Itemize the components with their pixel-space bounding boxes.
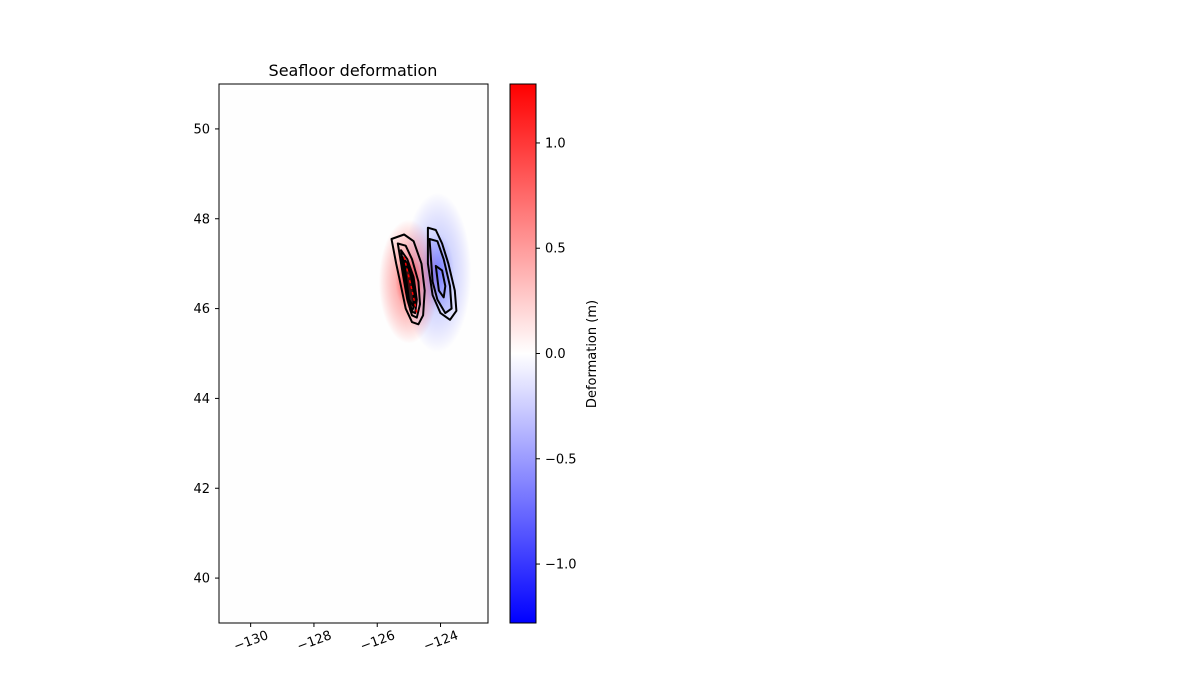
colorbar-label: Deformation (m): [585, 300, 600, 408]
colorbar-tick-label: 0.0: [545, 347, 566, 362]
colorbar-scale: [509, 83, 537, 624]
contour-line-negative: [426, 226, 458, 321]
x-tick-label: −126: [358, 628, 397, 654]
plot-frame: [218, 83, 489, 624]
plot-background: [219, 84, 488, 623]
colorbar: −1.0 −0.5 0.0 0.5 1.0 Deformation (m): [509, 83, 600, 624]
colorbar-tick-label: 1.0: [545, 136, 566, 151]
x-tick-label: −128: [295, 628, 334, 654]
colorbar-tick-label: 0.5: [545, 242, 566, 257]
colorbar-tick-label: −0.5: [545, 452, 577, 467]
colorbar-ticks: −1.0 −0.5 0.0 0.5 1.0: [536, 136, 577, 573]
x-axis: −130 −128 −126 −124: [232, 623, 461, 655]
colorbar-tick-label: −1.0: [545, 558, 577, 573]
y-tick-label: 42: [193, 482, 210, 497]
y-axis: 40 42 44 46 48 50: [193, 122, 219, 587]
contour-line-positive: [390, 233, 426, 326]
y-tick-label: 50: [193, 122, 210, 137]
y-tick-label: 40: [193, 572, 210, 587]
x-tick-label: −124: [422, 628, 461, 654]
contour-line-negative: [434, 264, 447, 299]
x-tick-label: −130: [232, 628, 271, 654]
y-tick-label: 46: [193, 302, 210, 317]
y-tick-label: 44: [193, 392, 210, 407]
contour-line-negative: [428, 238, 453, 315]
plot-area: [218, 83, 489, 624]
chart-title: Seafloor deformation: [269, 61, 438, 80]
y-tick-label: 48: [193, 212, 210, 227]
